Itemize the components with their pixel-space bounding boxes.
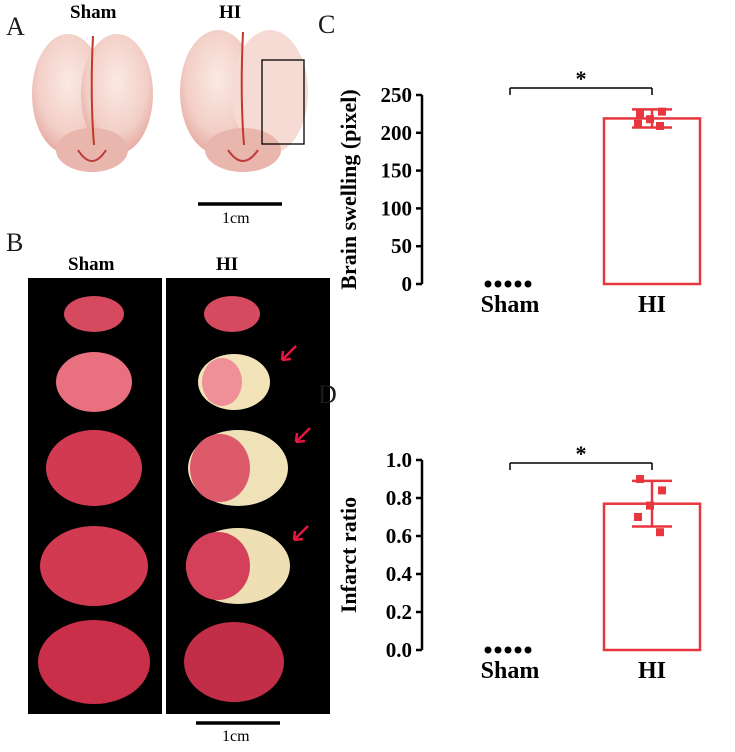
data-point-sham: [484, 280, 492, 288]
y-tick-label: 0.8: [386, 486, 412, 510]
infarct-ratio-chart: 0.0 0.2 0.4 0.6 0.8 1.0 Infarct ratio * Sham HI: [336, 441, 702, 684]
data-point-sham: [524, 646, 532, 654]
panel-b-divider: [162, 278, 166, 714]
y-tick-label: 0: [402, 272, 413, 296]
bar-hi: [602, 117, 702, 286]
infarct-arrow-2: [294, 427, 311, 444]
hi-swelling-roi-box: [261, 59, 305, 145]
panel-b-scale-bar: [196, 721, 280, 725]
x-tick-label: Sham: [481, 292, 540, 318]
panel-a-brains-image: [32, 30, 308, 206]
data-point-hi: [636, 109, 644, 118]
panel-d-letter: D: [318, 380, 337, 409]
data-point-sham: [514, 280, 522, 288]
data-point-hi: [646, 501, 654, 510]
panel-b-letter: B: [6, 228, 24, 257]
data-point-sham: [504, 646, 512, 654]
data-point-hi: [658, 107, 666, 116]
sham-slices: [38, 296, 150, 704]
y-tick-label: 0.2: [386, 600, 412, 624]
x-tick-label: Sham: [481, 658, 540, 684]
data-point-sham: [494, 280, 502, 288]
panel-c-letter: C: [318, 10, 336, 39]
panel-a-sham-label: Sham: [70, 2, 117, 23]
x-tick-label: HI: [638, 658, 666, 684]
y-tick-label: 0.6: [386, 524, 412, 548]
y-tick-label: 200: [381, 121, 413, 145]
sham-whole-brain: [32, 34, 153, 172]
data-point-sham: [524, 280, 532, 288]
panel-a-hi-label: HI: [219, 2, 242, 23]
data-point-hi: [656, 121, 664, 130]
significance-star: *: [576, 441, 587, 466]
panel-b-scale-label: 1cm: [222, 728, 250, 745]
panel-a-scale-label: 1cm: [222, 210, 250, 227]
y-tick-label: 0.0: [386, 638, 412, 662]
x-tick-label: HI: [638, 292, 666, 318]
data-point-hi: [646, 115, 654, 124]
data-point-hi: [656, 528, 664, 537]
data-point-hi: [634, 513, 642, 521]
y-tick-label: 250: [381, 83, 413, 107]
y-tick-label: 150: [381, 159, 413, 183]
hi-whole-brain: [180, 30, 308, 172]
y-axis-title: Infarct ratio: [336, 497, 361, 613]
significance-star: *: [576, 66, 587, 91]
data-point-sham: [514, 646, 522, 654]
infarct-arrow-3: [292, 525, 309, 542]
y-tick-label: 0.4: [386, 562, 413, 586]
data-point-hi: [658, 486, 666, 495]
panel-b-sham-label: Sham: [68, 254, 115, 275]
data-point-hi: [636, 475, 644, 483]
data-point-sham: [494, 646, 502, 654]
data-point-sham: [484, 646, 492, 654]
panel-b-arrows: [280, 345, 311, 542]
hi-slices: [184, 296, 290, 702]
panel-a-letter: A: [6, 12, 25, 41]
bar-hi: [602, 502, 702, 652]
infarct-arrow-1: [280, 345, 297, 362]
y-axis-title: Brain swelling (pixel): [336, 89, 361, 289]
panel-b-sections-image: [38, 278, 290, 714]
y-tick-label: 1.0: [386, 448, 412, 472]
panel-b-hi-label: HI: [216, 254, 239, 275]
y-tick-label: 100: [381, 196, 413, 220]
brain-swelling-chart: 0 50 100 150 200 250 Brain swelling (pixel) * Sh…: [336, 66, 702, 318]
data-point-sham: [504, 280, 512, 288]
data-point-hi: [634, 119, 642, 128]
y-tick-label: 50: [391, 234, 412, 258]
